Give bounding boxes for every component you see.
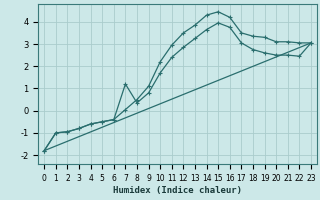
- X-axis label: Humidex (Indice chaleur): Humidex (Indice chaleur): [113, 186, 242, 194]
